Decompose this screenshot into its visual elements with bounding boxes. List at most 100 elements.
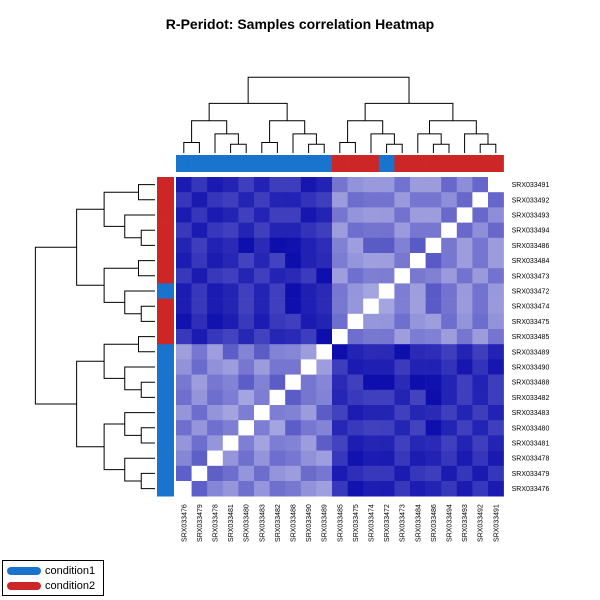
heatmap-cell xyxy=(300,344,317,360)
heatmap-cell xyxy=(207,298,224,315)
heatmap-cell xyxy=(176,253,192,269)
heatmap-cell xyxy=(285,389,302,406)
heatmap-cell xyxy=(191,329,208,345)
heatmap-cell xyxy=(394,405,411,421)
heatmap-cell xyxy=(378,237,395,254)
heatmap-cell xyxy=(488,237,504,254)
heatmap-cell xyxy=(441,405,458,421)
heatmap-cell xyxy=(238,420,255,436)
column-label: SRX033491 xyxy=(493,504,500,542)
heatmap-cell xyxy=(222,207,239,223)
column-label: SRX033484 xyxy=(415,504,422,542)
heatmap-cell xyxy=(472,435,489,451)
column-label: SRX033478 xyxy=(213,504,220,542)
row-condition-cell xyxy=(157,405,174,421)
heatmap-cell xyxy=(488,283,504,299)
column-condition-cell xyxy=(222,155,239,172)
dendrogram-branch xyxy=(103,267,139,303)
heatmap-cell xyxy=(332,222,348,239)
heatmap-cell xyxy=(363,344,380,360)
heatmap-cell xyxy=(300,405,317,421)
heatmap-cell xyxy=(425,222,442,239)
column-dendrogram xyxy=(183,76,497,153)
heatmap-cell xyxy=(472,298,489,315)
heatmap-cell xyxy=(441,177,458,193)
dendrogram-branch xyxy=(124,412,155,436)
dendrogram-branch xyxy=(339,142,356,153)
heatmap-cell xyxy=(332,374,348,391)
heatmap-cell xyxy=(285,298,302,315)
heatmap-cell xyxy=(316,313,333,330)
heatmap-cell xyxy=(316,465,333,482)
heatmap-cell xyxy=(222,283,239,299)
heatmap-cell xyxy=(316,359,333,375)
dendrogram-branch xyxy=(124,290,155,315)
column-label: SRX033494 xyxy=(447,504,454,542)
row-condition-cell xyxy=(157,237,174,254)
column-condition-cell xyxy=(394,155,411,172)
heatmap-cell xyxy=(425,192,442,208)
heatmap-cell xyxy=(285,313,302,330)
heatmap-cell xyxy=(269,313,286,330)
heatmap-cell xyxy=(488,253,504,269)
heatmap-cell xyxy=(456,222,473,239)
column-condition-cell xyxy=(176,155,192,172)
heatmap-cell xyxy=(207,177,224,193)
heatmap-cell xyxy=(456,359,473,375)
heatmap-cell xyxy=(254,405,270,421)
heatmap-cell xyxy=(488,222,504,239)
heatmap-cell xyxy=(238,374,255,391)
heatmap-cell xyxy=(300,177,317,193)
heatmap-cell xyxy=(269,481,286,497)
heatmap-cell xyxy=(347,207,364,223)
heatmap-cell xyxy=(347,359,364,375)
column-condition-cell xyxy=(285,155,302,172)
heatmap-cell xyxy=(207,405,224,421)
heatmap-cell xyxy=(300,374,317,391)
heatmap-cell xyxy=(254,268,270,284)
heatmap-cell xyxy=(300,298,317,315)
heatmap-cell xyxy=(347,298,364,315)
heatmap-cell xyxy=(269,177,286,193)
heatmap-cell xyxy=(363,192,380,208)
heatmap-cell xyxy=(441,329,458,345)
heatmap-cell xyxy=(363,298,380,315)
heatmap-cell xyxy=(285,344,302,360)
heatmap-cell xyxy=(316,481,333,497)
heatmap-cell xyxy=(456,465,473,482)
heatmap-cell xyxy=(191,405,208,421)
dendrogram-branch xyxy=(103,191,139,227)
heatmap-cell xyxy=(316,374,333,391)
heatmap-cell xyxy=(222,359,239,375)
heatmap-cell xyxy=(238,237,255,254)
heatmap-cell xyxy=(207,283,224,299)
dendrogram-branch xyxy=(261,142,278,153)
heatmap-cell xyxy=(472,268,489,284)
heatmap-cell xyxy=(456,344,473,360)
heatmap-cell xyxy=(394,359,411,375)
legend-item-condition2: condition2 xyxy=(7,580,95,594)
heatmap-cell xyxy=(410,450,426,467)
heatmap-cell xyxy=(347,420,364,436)
heatmap-cell xyxy=(222,313,239,330)
heatmap-cell xyxy=(332,313,348,330)
heatmap-cell xyxy=(472,222,489,239)
heatmap-cell xyxy=(456,313,473,330)
heatmap-cell xyxy=(425,268,442,284)
heatmap-cell xyxy=(332,481,348,497)
heatmap-cell xyxy=(363,283,380,299)
row-condition-cell xyxy=(157,207,174,223)
heatmap-cell xyxy=(191,420,208,436)
heatmap-cell xyxy=(222,222,239,239)
column-condition-cell xyxy=(316,155,333,172)
heatmap-cell xyxy=(378,207,395,223)
heatmap-cell xyxy=(316,253,333,269)
heatmap-cell xyxy=(363,313,380,330)
heatmap-cell xyxy=(207,207,224,223)
heatmap-cell xyxy=(410,268,426,284)
heatmap-cell xyxy=(191,481,208,497)
heatmap-cell xyxy=(285,237,302,254)
row-condition-cell xyxy=(157,465,174,482)
heatmap-cell xyxy=(378,177,395,193)
heatmap-cell xyxy=(394,237,411,254)
